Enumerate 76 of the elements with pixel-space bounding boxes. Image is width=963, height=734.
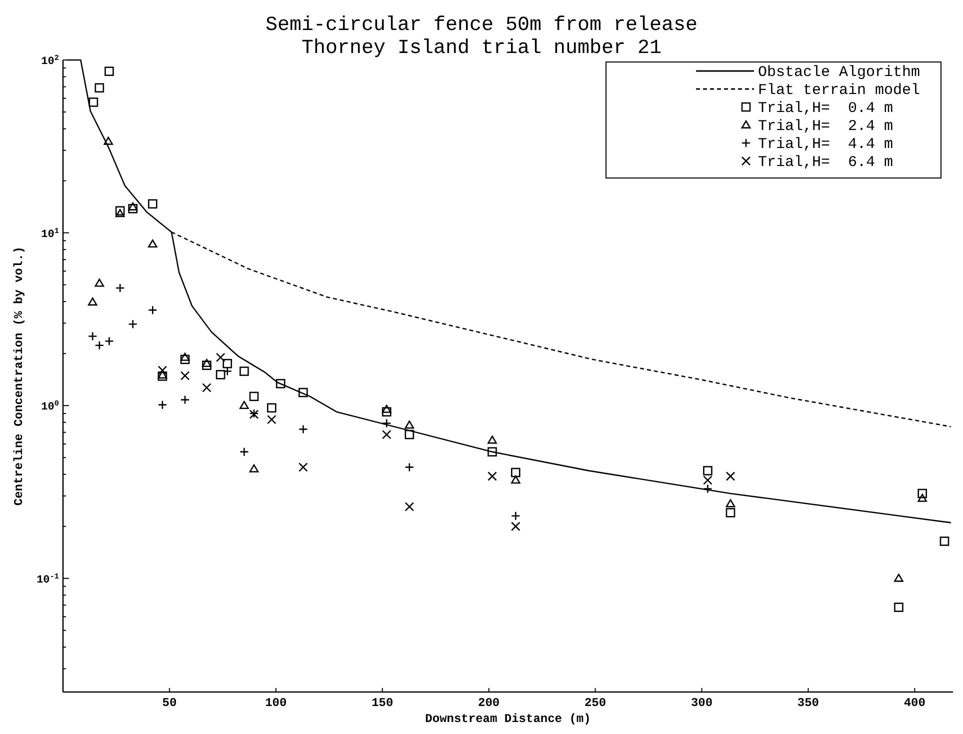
- y-tick-label: 10$^{2}$: [41, 54, 60, 68]
- point: [488, 447, 497, 456]
- point: [511, 468, 520, 478]
- point: [488, 436, 497, 444]
- point: [158, 372, 168, 381]
- point: [511, 522, 520, 532]
- point: [180, 371, 190, 380]
- x-tick-label: 250: [584, 696, 606, 710]
- point: [216, 352, 226, 362]
- point: [148, 239, 158, 248]
- point: [726, 472, 736, 481]
- y-tick-label: 10$^{0}$: [41, 400, 60, 414]
- y-tick-label: 10$^{1}$: [41, 226, 60, 241]
- point: [202, 382, 212, 392]
- point: [894, 602, 904, 612]
- point: [918, 488, 927, 498]
- point: [222, 358, 232, 368]
- point: [918, 494, 927, 502]
- x-tick-label: 300: [690, 696, 713, 710]
- point: [298, 462, 308, 472]
- chart-title: Semi-circular fence 50m from release: [265, 14, 698, 37]
- legend-label: Trial,H= 0.4 m: [758, 100, 894, 117]
- legend-label: Flat terrain model: [758, 82, 920, 99]
- point: [180, 352, 190, 361]
- x-tick-label: 150: [372, 696, 394, 710]
- point: [382, 430, 392, 440]
- point: [726, 508, 736, 518]
- point: [88, 98, 98, 107]
- x-tick-label: 50: [162, 696, 177, 710]
- legend-label: Trial,H= 6.4 m: [758, 154, 894, 171]
- point: [404, 430, 414, 440]
- point: [240, 366, 249, 376]
- point: [216, 370, 226, 380]
- legend-label: Obstacle Algorithm: [758, 64, 920, 81]
- point: [94, 83, 104, 92]
- legend-label: Trial,H= 4.4 m: [758, 136, 894, 153]
- point: [148, 199, 158, 209]
- point: [158, 370, 168, 379]
- point: [894, 574, 904, 582]
- point: [128, 204, 138, 214]
- point: [511, 476, 520, 484]
- point: [382, 404, 392, 413]
- point: [404, 420, 414, 429]
- y-axis-title: Centreline Concentration (% by vol.): [12, 246, 26, 506]
- point: [94, 278, 104, 287]
- point: [128, 202, 138, 210]
- x-tick-label: 400: [904, 696, 926, 710]
- point: [404, 502, 414, 512]
- point: [249, 464, 259, 472]
- point: [382, 407, 392, 416]
- point: [88, 297, 98, 306]
- x-tick-label: 350: [797, 696, 820, 710]
- point: [180, 354, 190, 364]
- legend-label: Trial,H= 2.4 m: [758, 118, 894, 135]
- y-tick-label: 10$^{-1}$: [36, 572, 60, 586]
- point: [202, 360, 212, 370]
- point: [267, 403, 276, 413]
- point: [115, 209, 125, 218]
- point: [298, 388, 308, 398]
- point: [726, 499, 736, 508]
- point: [104, 136, 113, 145]
- x-tick-label: 200: [478, 696, 500, 710]
- point: [276, 378, 286, 388]
- point: [488, 472, 497, 481]
- point: [267, 414, 276, 424]
- x-tick-label: 100: [265, 696, 287, 710]
- point: [249, 392, 259, 402]
- point: [940, 536, 950, 546]
- point: [703, 466, 712, 476]
- point: [703, 476, 712, 485]
- chart-subtitle: Thorney Island trial number 21: [301, 37, 662, 60]
- point: [115, 206, 125, 216]
- point: [202, 358, 212, 368]
- point: [104, 66, 114, 76]
- point: [240, 400, 249, 410]
- x-axis-title: Downstream Distance (m): [425, 712, 591, 726]
